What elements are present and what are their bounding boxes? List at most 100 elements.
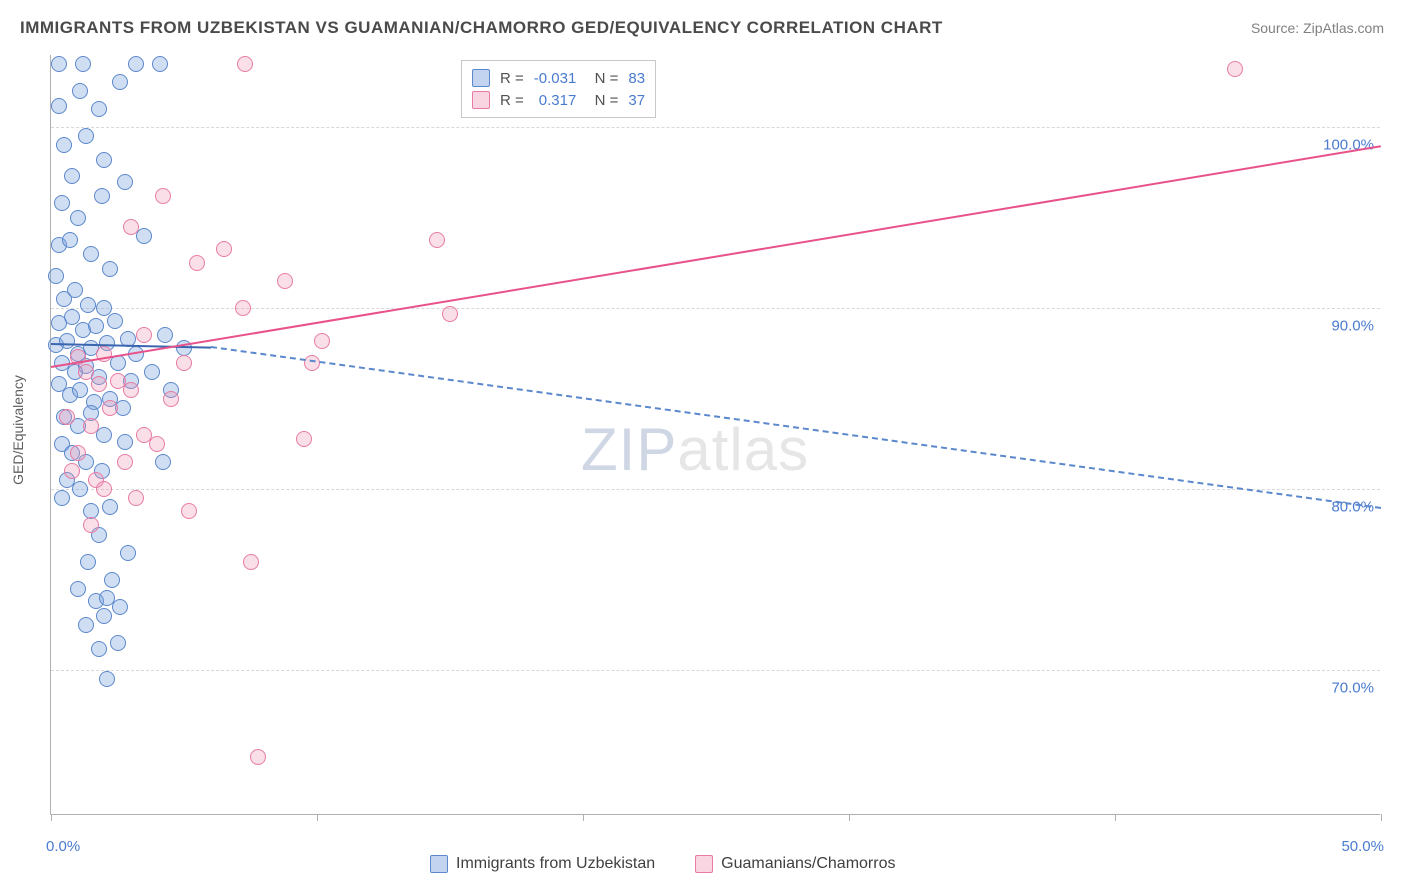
scatter-point (48, 268, 64, 284)
scatter-point (78, 364, 94, 380)
scatter-point (78, 617, 94, 633)
scatter-point (1227, 61, 1243, 77)
scatter-point (250, 749, 266, 765)
n-value-blue: 83 (628, 70, 645, 87)
scatter-point (102, 499, 118, 515)
correlation-stats-box: R = -0.031 N = 83 R = 0.317 N = 37 (461, 60, 656, 118)
x-tick (1381, 814, 1382, 821)
scatter-point (91, 376, 107, 392)
scatter-point (442, 306, 458, 322)
scatter-point (123, 219, 139, 235)
scatter-point (314, 333, 330, 349)
scatter-point (80, 554, 96, 570)
chart-title: IMMIGRANTS FROM UZBEKISTAN VS GUAMANIAN/… (20, 18, 943, 38)
scatter-point (96, 481, 112, 497)
x-tick (583, 814, 584, 821)
scatter-point (152, 56, 168, 72)
scatter-point (163, 391, 179, 407)
scatter-point (59, 409, 75, 425)
scatter-point (72, 481, 88, 497)
scatter-point (112, 74, 128, 90)
legend-item-blue: Immigrants from Uzbekistan (430, 855, 655, 873)
scatter-point (117, 454, 133, 470)
scatter-point (56, 291, 72, 307)
scatter-point (429, 232, 445, 248)
scatter-point (54, 195, 70, 211)
scatter-point (83, 517, 99, 533)
scatter-point (51, 98, 67, 114)
scatter-point (117, 434, 133, 450)
n-value-pink: 37 (628, 92, 645, 109)
stats-label: N = (586, 70, 618, 87)
scatter-point (91, 641, 107, 657)
scatter-point (157, 327, 173, 343)
gridline (51, 127, 1380, 128)
scatter-point (296, 431, 312, 447)
scatter-point (96, 427, 112, 443)
series-legend: Immigrants from Uzbekistan Guamanians/Ch… (430, 855, 895, 873)
watermark-part-a: ZIP (581, 416, 677, 483)
scatter-point (120, 545, 136, 561)
scatter-point (96, 152, 112, 168)
scatter-point (88, 318, 104, 334)
y-axis-label: GED/Equivalency (10, 375, 26, 485)
trend-line (51, 145, 1381, 368)
scatter-point (235, 300, 251, 316)
stats-label: R = (500, 92, 524, 109)
stats-row-pink: R = 0.317 N = 37 (472, 89, 645, 111)
source-name: ZipAtlas.com (1303, 20, 1384, 36)
scatter-point (136, 228, 152, 244)
scatter-point (70, 445, 86, 461)
scatter-point (149, 436, 165, 452)
scatter-point (144, 364, 160, 380)
scatter-point (64, 463, 80, 479)
swatch-pink-icon (472, 91, 490, 109)
scatter-point (189, 255, 205, 271)
stats-row-blue: R = -0.031 N = 83 (472, 67, 645, 89)
scatter-point (112, 599, 128, 615)
scatter-point (83, 246, 99, 262)
scatter-point (243, 554, 259, 570)
scatter-point (237, 56, 253, 72)
scatter-point (110, 635, 126, 651)
gridline (51, 670, 1380, 671)
scatter-point (56, 137, 72, 153)
scatter-point (102, 261, 118, 277)
x-tick-label-min: 0.0% (46, 838, 80, 855)
source-prefix: Source: (1251, 20, 1303, 36)
scatter-point (75, 56, 91, 72)
scatter-point (136, 327, 152, 343)
scatter-point (104, 572, 120, 588)
scatter-point (78, 128, 94, 144)
scatter-point (54, 490, 70, 506)
scatter-point (216, 241, 232, 257)
scatter-point (64, 168, 80, 184)
scatter-point (181, 503, 197, 519)
legend-label-blue: Immigrants from Uzbekistan (456, 855, 655, 873)
x-tick (849, 814, 850, 821)
scatter-point (70, 210, 86, 226)
scatter-point (107, 313, 123, 329)
stats-label: R = (500, 70, 524, 87)
scatter-point (128, 490, 144, 506)
y-tick-label: 90.0% (1331, 318, 1374, 335)
r-value-pink: 0.317 (539, 92, 577, 109)
scatter-point (83, 418, 99, 434)
scatter-point (96, 608, 112, 624)
stats-label: N = (586, 92, 618, 109)
scatter-point (72, 382, 88, 398)
scatter-point (94, 188, 110, 204)
scatter-point (51, 56, 67, 72)
x-tick-label-max: 50.0% (1341, 838, 1384, 855)
source-attribution: Source: ZipAtlas.com (1251, 20, 1384, 36)
scatter-point (128, 56, 144, 72)
x-tick (1115, 814, 1116, 821)
scatter-point (102, 400, 118, 416)
trend-line (210, 346, 1381, 509)
x-tick (317, 814, 318, 821)
swatch-pink-icon (695, 855, 713, 873)
scatter-point (62, 232, 78, 248)
scatter-point (80, 297, 96, 313)
y-tick-label: 70.0% (1331, 680, 1374, 697)
plot-area: ZIPatlas R = -0.031 N = 83 R = 0.317 N =… (50, 55, 1380, 815)
